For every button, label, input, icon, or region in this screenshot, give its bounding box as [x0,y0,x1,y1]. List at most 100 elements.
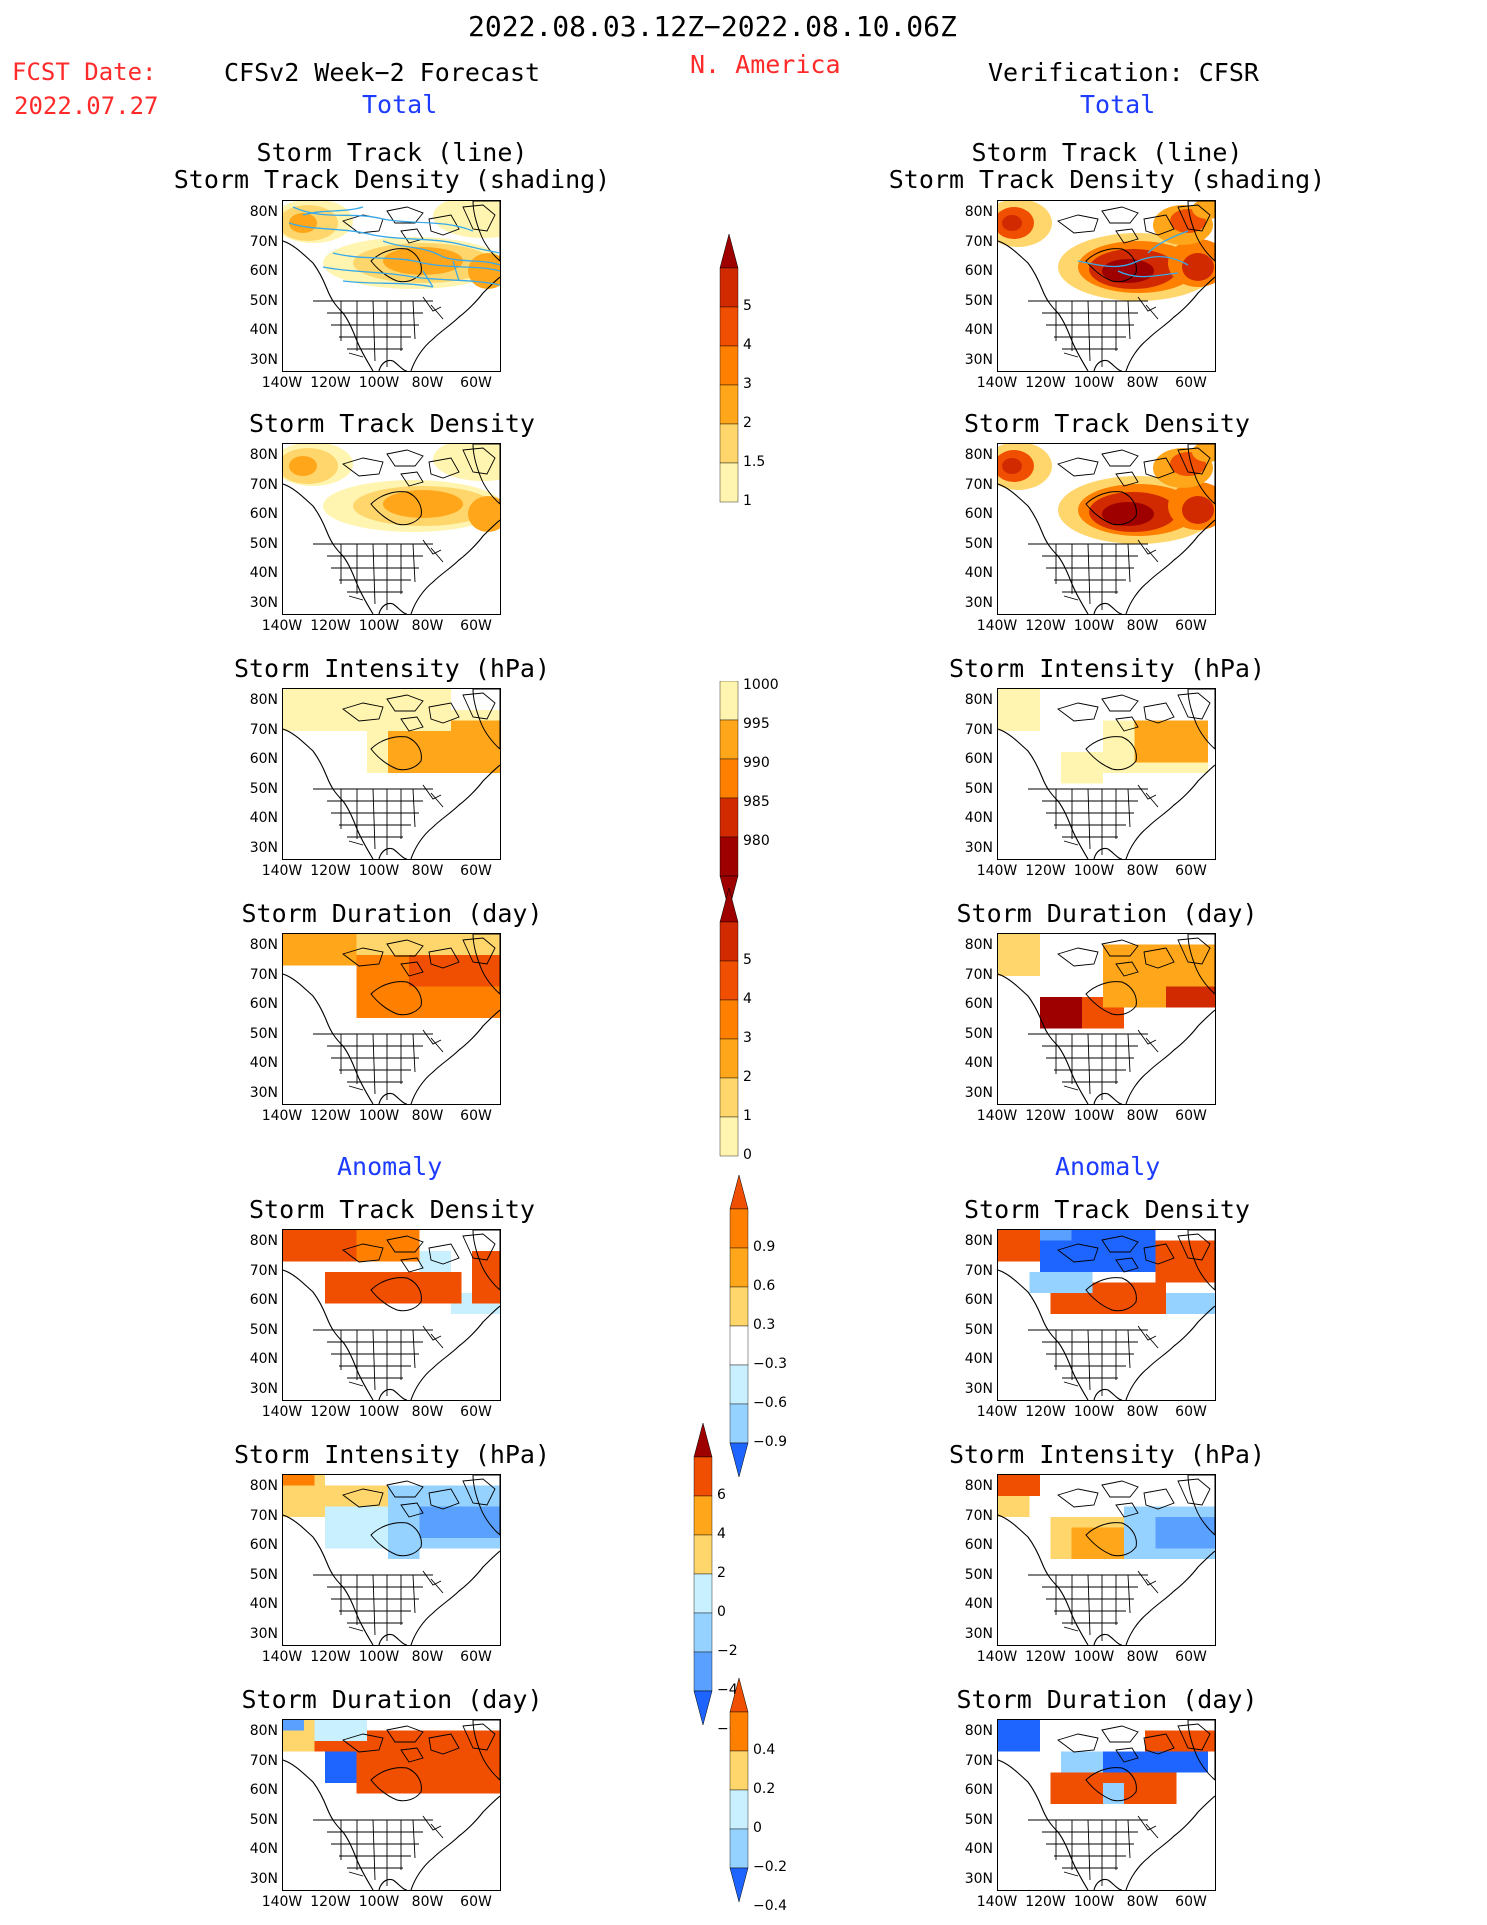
verification-intensity-map-svg [998,689,1215,859]
forecast-intensity-lon-80W: 80W [411,863,444,879]
verification-density-lat-60N: 60N [964,506,993,522]
forecast-intensity-map-svg [283,689,500,859]
verification-anom-intensity-map-svg [998,1475,1215,1645]
verification-duration-lat-60N: 60N [964,996,993,1012]
verification-density-lat-70N: 70N [964,476,993,493]
anom-duration-colorbar-label-0: 0.4 [753,1742,776,1758]
verification-density-lon-100W: 100W [1073,618,1115,634]
verification-anom-density-lat-80N: 80N [964,1233,993,1249]
forecast-anom-intensity-lat-30N: 30N [249,1625,278,1642]
forecast-duration-lon-120W: 120W [310,1108,351,1124]
region-label: N. America [690,50,841,79]
verification-duration-title-1: Storm Duration (day) [956,899,1258,928]
verification-density-lon-60W: 60W [1175,618,1207,634]
forecast-density-lon-80W: 80W [411,618,444,634]
forecast-track-lon-60W: 60W [460,375,492,391]
verification-anom-intensity-lon-140W: 140W [976,1649,1018,1665]
forecast-anom-intensity-lon-80W: 80W [411,1649,444,1665]
forecast-anom-duration-lat-30N: 30N [249,1870,278,1887]
forecast-track-lon-140W: 140W [261,375,303,391]
verification-anom-intensity-lat-60N: 60N [964,1537,993,1553]
forecast-density-title-1: Storm Track Density [249,409,535,438]
verification-anom-density-lat-50N: 50N [964,1321,993,1338]
verification-anom-density-lat-30N: 30N [964,1380,993,1397]
forecast-intensity-lat-30N: 30N [249,839,278,856]
verification-anom-duration-lon-60W: 60W [1175,1894,1207,1910]
verification-track-lon-60W: 60W [1175,375,1207,391]
verification-duration-lon-100W: 100W [1073,1108,1115,1124]
verification-track-lat-70N: 70N [964,233,993,250]
density-colorbar-label-3: 2 [743,415,752,431]
verification-track-title-1: Storm Track (line) [971,138,1243,167]
anom-density-colorbar-label-1: 0.6 [753,1278,776,1294]
verification-intensity-lat-60N: 60N [964,751,993,767]
intensity-colorbar-bar [719,681,739,911]
forecast-density-lon-100W: 100W [358,618,400,634]
verification-anom-intensity-lon-120W: 120W [1025,1649,1066,1665]
forecast-duration-lat-40N: 40N [249,1055,278,1071]
verification-anom-intensity-lat-50N: 50N [964,1566,993,1583]
verification-density-title-1: Storm Track Density [964,409,1250,438]
verification-anom-duration-lon-80W: 80W [1126,1894,1159,1910]
verification-track-lon-120W: 120W [1025,375,1066,391]
forecast-track-lon-120W: 120W [310,375,351,391]
density-colorbar-label-1: 4 [743,337,752,353]
verification-track-lat-30N: 30N [964,351,993,368]
verification-anom-duration-lat-30N: 30N [964,1870,993,1887]
forecast-intensity-lat-50N: 50N [249,780,278,797]
density-colorbar-bar [719,233,739,503]
forecast-anom-density-lon-120W: 120W [310,1404,351,1420]
forecast-intensity-lat-40N: 40N [249,810,278,826]
intensity-colorbar-label-4: 980 [743,833,770,849]
forecast-density-lat-50N: 50N [249,535,278,552]
verification-intensity-lat-80N: 80N [964,692,993,708]
verification-duration-lat-70N: 70N [964,966,993,983]
duration-colorbar-bar [719,887,739,1157]
verification-anom-intensity-map [997,1474,1216,1646]
density-colorbar-label-4: 1.5 [743,454,766,470]
anom-density-colorbar-label-3: −0.3 [753,1356,787,1372]
forecast-track-lon-100W: 100W [358,375,400,391]
verification-intensity-title-1: Storm Intensity (hPa) [948,654,1266,683]
forecast-intensity-title-1: Storm Intensity (hPa) [233,654,551,683]
forecast-duration-lat-50N: 50N [249,1025,278,1042]
verification-anom-duration-lat-70N: 70N [964,1752,993,1769]
verification-intensity-lon-120W: 120W [1025,863,1066,879]
verification-anom-intensity-lat-70N: 70N [964,1507,993,1524]
verification-anom-density-lon-140W: 140W [976,1404,1018,1420]
forecast-density-lat-80N: 80N [249,447,278,463]
verification-anom-intensity-lon-60W: 60W [1175,1649,1207,1665]
forecast-anom-density-lon-100W: 100W [358,1404,400,1420]
verification-anom-duration-lat-60N: 60N [964,1782,993,1798]
forecast-track-lat-80N: 80N [249,204,278,220]
verification-anom-density-title-1: Storm Track Density [964,1195,1250,1224]
forecast-anom-density-title-1: Storm Track Density [249,1195,535,1224]
forecast-anom-intensity-map-svg [283,1475,500,1645]
verification-title: Verification: CFSR [988,58,1259,87]
forecast-duration-lon-100W: 100W [358,1108,400,1124]
forecast-anom-density-lat-40N: 40N [249,1351,278,1367]
forecast-anom-duration-lat-50N: 50N [249,1811,278,1828]
verification-anom-density-lon-120W: 120W [1025,1404,1066,1420]
forecast-anom-intensity-lat-60N: 60N [249,1537,278,1553]
forecast-intensity-lon-140W: 140W [261,863,303,879]
forecast-density-lon-60W: 60W [460,618,492,634]
fcst-date-value: 2022.07.27 [14,92,159,120]
forecast-density-map-svg [283,444,500,614]
forecast-intensity-lat-70N: 70N [249,721,278,738]
verification-anom-duration-title-1: Storm Duration (day) [956,1685,1258,1714]
intensity-colorbar-label-0: 1000 [743,677,779,693]
verification-anom-intensity-lat-80N: 80N [964,1478,993,1494]
duration-colorbar-label-3: 2 [743,1069,752,1085]
forecast-anom-density-lat-80N: 80N [249,1233,278,1249]
verification-anom-density-lat-60N: 60N [964,1292,993,1308]
forecast-anom-duration-lon-100W: 100W [358,1894,400,1910]
anom-density-colorbar-bar [729,1174,749,1478]
verification-track-lon-80W: 80W [1126,375,1159,391]
forecast-track-lat-70N: 70N [249,233,278,250]
forecast-anom-duration-lon-60W: 60W [460,1894,492,1910]
verification-density-lat-80N: 80N [964,447,993,463]
verification-anom-density-map [997,1229,1216,1401]
verification-duration-map-svg [998,934,1215,1104]
forecast-anom-intensity-lat-50N: 50N [249,1566,278,1583]
